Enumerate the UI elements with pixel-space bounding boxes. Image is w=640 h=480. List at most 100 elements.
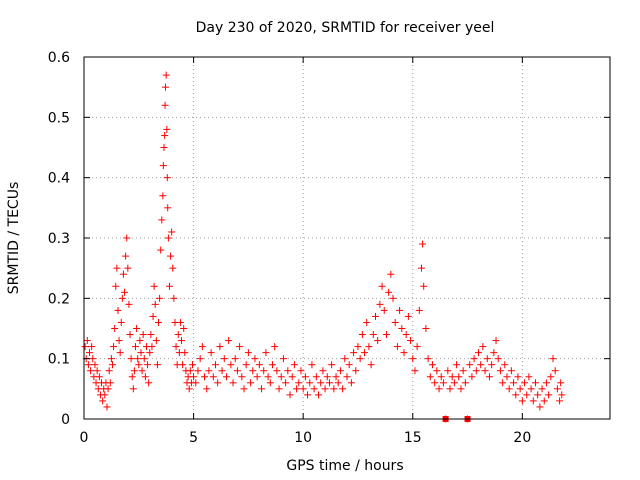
data-point (132, 343, 140, 351)
data-point (371, 312, 379, 320)
data-point (174, 331, 182, 339)
data-point (225, 337, 233, 345)
data-point (419, 240, 427, 248)
y-tick-label: 0 (61, 412, 70, 428)
data-point (119, 270, 127, 278)
data-point (255, 361, 263, 369)
y-tick-label: 0.4 (48, 171, 70, 187)
data-point (549, 355, 557, 363)
data-point (93, 367, 101, 375)
data-point (236, 343, 244, 351)
data-point (516, 385, 524, 393)
data-point (105, 367, 113, 375)
data-point (126, 331, 134, 339)
data-point (319, 367, 327, 375)
data-point (163, 125, 171, 133)
data-point (167, 252, 175, 260)
data-point (179, 361, 187, 369)
y-tick-label: 0.2 (48, 291, 70, 307)
data-point (163, 174, 171, 182)
data-point (400, 349, 408, 357)
data-point (356, 355, 364, 363)
data-point (323, 373, 331, 381)
data-point (347, 379, 355, 387)
data-point (310, 385, 318, 393)
data-point (415, 306, 423, 314)
data-point (161, 131, 169, 139)
data-point (538, 385, 546, 393)
data-point (112, 282, 120, 290)
data-point (288, 373, 296, 381)
data-point (315, 391, 323, 399)
data-point (490, 349, 498, 357)
y-tick-label: 0.1 (48, 352, 70, 368)
data-point (501, 361, 509, 369)
data-point (192, 379, 200, 387)
data-point (147, 331, 155, 339)
y-tick-label: 0.3 (48, 231, 70, 247)
data-point (420, 282, 428, 290)
data-point (496, 367, 504, 375)
data-point (547, 373, 555, 381)
data-point (130, 367, 138, 375)
data-point (286, 391, 294, 399)
data-point (81, 343, 89, 351)
data-point (299, 385, 307, 393)
data-point (251, 355, 259, 363)
data-point (180, 325, 188, 332)
data-point (209, 373, 217, 381)
data-point (194, 367, 202, 375)
data-point (411, 367, 419, 375)
data-point (144, 361, 152, 369)
data-point (345, 361, 353, 369)
data-point (124, 264, 132, 272)
data-point (551, 367, 559, 375)
data-point (229, 379, 237, 387)
data-point (151, 300, 159, 308)
data-point (275, 385, 283, 393)
data-point (472, 367, 480, 375)
data-point (141, 373, 149, 381)
data-point (534, 391, 542, 399)
data-point (222, 373, 230, 381)
data-point (527, 385, 535, 393)
data-point (148, 343, 156, 351)
data-point (116, 349, 124, 357)
data-point (128, 373, 136, 381)
data-point (140, 355, 148, 363)
data-point (150, 282, 158, 290)
data-point (308, 361, 316, 369)
data-point (455, 373, 463, 381)
data-point (545, 391, 553, 399)
data-point (404, 312, 412, 320)
data-point (387, 270, 395, 278)
data-point (157, 246, 165, 254)
data-point (170, 294, 178, 302)
data-point (446, 385, 454, 393)
data-point (249, 367, 257, 375)
data-point (123, 234, 131, 242)
data-point (413, 343, 421, 351)
data-point (106, 379, 114, 387)
data-point (159, 162, 167, 170)
data-point (321, 385, 329, 393)
data-point (437, 373, 445, 381)
data-point (457, 385, 465, 393)
data-point (176, 318, 184, 326)
data-point (279, 355, 287, 363)
data-point (244, 349, 252, 357)
data-point (536, 403, 544, 411)
data-point (127, 355, 135, 363)
data-point (85, 349, 93, 357)
data-point (164, 234, 172, 242)
data-point (162, 71, 170, 79)
data-point (433, 367, 441, 375)
data-point (190, 373, 198, 381)
data-point (393, 343, 401, 351)
data-point (113, 264, 121, 272)
data-point (152, 337, 160, 345)
data-point (103, 403, 111, 411)
data-point (354, 343, 362, 351)
data-point (136, 337, 144, 345)
data-point (361, 349, 369, 357)
